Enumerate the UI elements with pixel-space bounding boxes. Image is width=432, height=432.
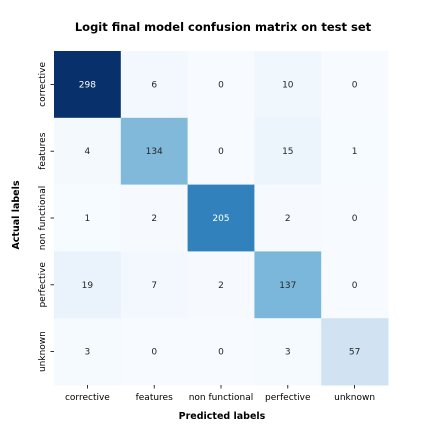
cell-value-0-4: 0 [352,80,358,90]
cell-value-1-4: 1 [352,147,358,157]
cell-value-2-0: 1 [85,214,91,224]
cell-value-4-3: 3 [285,348,291,358]
y-tick-label-2: non functional [38,186,48,251]
x-tick-label-4: unknown [334,393,375,403]
y-tick-label-1: features [38,132,48,169]
cell-value-4-0: 3 [85,348,91,358]
y-axis-label: Actual labels [11,180,22,249]
cell-value-1-0: 4 [85,147,91,157]
cell-value-3-1: 7 [151,281,157,291]
cell-value-2-1: 2 [151,214,157,224]
cell-value-2-4: 0 [352,214,358,224]
cell-value-3-4: 0 [352,281,358,291]
heatmap-cells: 298 6 0 10 0 4 134 0 15 1 1 2 205 2 0 19 7 2 137 0 3 0 0 3 57 [54,51,389,386]
cell-value-0-2: 0 [218,80,224,90]
x-tick-label-3: perfective [265,393,311,403]
cell-value-1-1: 134 [146,147,163,157]
cell-value-1-2: 0 [218,147,224,157]
y-axis-ticks: corrective features non functional perfecti… [38,62,54,373]
cell-value-0-0: 298 [79,80,96,90]
x-tick-label-1: features [136,393,173,403]
x-tick-label-2: non functional [189,393,254,403]
cell-value-1-3: 15 [282,147,293,157]
cell-value-0-3: 10 [282,80,294,90]
cell-value-3-0: 19 [82,281,94,291]
y-tick-label-3: perfective [38,262,48,308]
x-tick-label-0: corrective [65,393,110,403]
cell-value-2-3: 2 [285,214,291,224]
y-tick-label-4: unknown [38,331,48,372]
cell-value-4-4: 57 [349,348,360,358]
cell-value-4-2: 0 [218,348,224,358]
x-axis-ticks: corrective features non functional perfecti… [65,385,375,403]
chart-title: Logit final model confusion matrix on te… [75,20,372,34]
cell-value-3-2: 2 [218,281,224,291]
cell-value-0-1: 6 [151,80,157,90]
cell-value-3-3: 137 [279,281,296,291]
cell-value-2-2: 205 [212,214,229,224]
cell-value-4-1: 0 [151,348,157,358]
y-tick-label-0: corrective [38,62,48,107]
x-axis-label: Predicted labels [179,411,266,422]
